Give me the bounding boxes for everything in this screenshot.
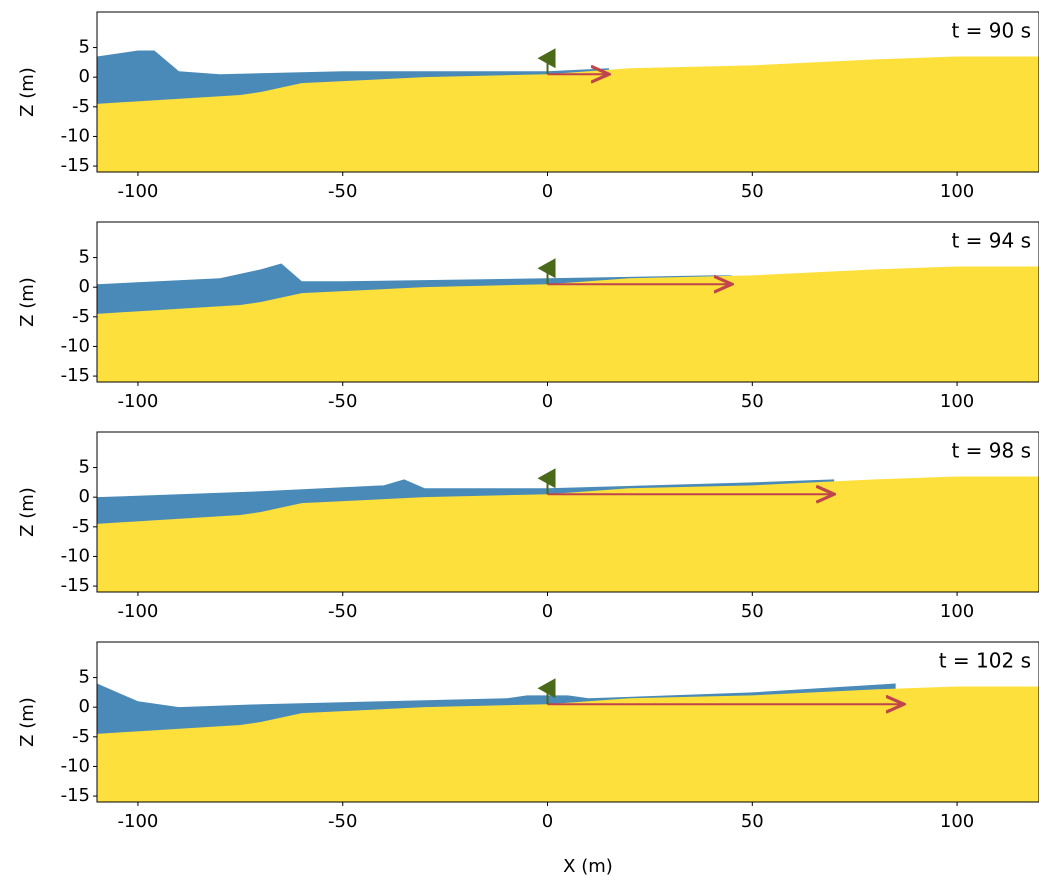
x-tick-label: 50 bbox=[741, 601, 764, 622]
y-axis-label: Z (m) bbox=[17, 67, 38, 117]
y-tick-label: -10 bbox=[61, 125, 90, 146]
y-tick-label: -10 bbox=[61, 335, 90, 356]
x-tick-label: -100 bbox=[118, 181, 159, 202]
y-tick-label: 5 bbox=[79, 247, 90, 268]
y-axis-label: Z (m) bbox=[17, 487, 38, 537]
y-tick-label: -15 bbox=[61, 155, 90, 176]
y-tick-label: -15 bbox=[61, 365, 90, 386]
y-tick-label: 0 bbox=[79, 486, 90, 507]
x-tick-label: -50 bbox=[328, 811, 357, 832]
panel-title: t = 90 s bbox=[951, 19, 1031, 43]
x-tick-label: 0 bbox=[542, 181, 553, 202]
x-tick-label: -100 bbox=[118, 811, 159, 832]
x-tick-label: 50 bbox=[741, 811, 764, 832]
figure: 50-5-10-15-100-50050100t = 90 sZ (m)50-5… bbox=[0, 0, 1039, 886]
x-tick-label: -100 bbox=[118, 601, 159, 622]
x-tick-label: 100 bbox=[940, 181, 974, 202]
x-tick-label: 50 bbox=[741, 181, 764, 202]
y-tick-label: 0 bbox=[79, 696, 90, 717]
x-tick-label: 100 bbox=[940, 601, 974, 622]
y-tick-label: -5 bbox=[72, 726, 90, 747]
y-tick-label: -5 bbox=[72, 96, 90, 117]
plot-area bbox=[97, 51, 1039, 174]
y-tick-label: -15 bbox=[61, 785, 90, 806]
x-tick-label: 0 bbox=[542, 391, 553, 412]
x-axis-label: X (m) bbox=[563, 856, 613, 877]
y-tick-label: -5 bbox=[72, 516, 90, 537]
y-tick-label: -10 bbox=[61, 545, 90, 566]
panel-title: t = 98 s bbox=[951, 439, 1031, 463]
y-tick-label: 0 bbox=[79, 66, 90, 87]
y-tick-label: 5 bbox=[79, 37, 90, 58]
y-tick-label: 5 bbox=[79, 457, 90, 478]
y-tick-label: -10 bbox=[61, 755, 90, 776]
plot-area bbox=[97, 683, 1039, 804]
y-tick-label: -5 bbox=[72, 306, 90, 327]
y-axis-label: Z (m) bbox=[17, 277, 38, 327]
x-tick-label: 100 bbox=[940, 391, 974, 412]
x-tick-label: -50 bbox=[328, 601, 357, 622]
x-tick-label: 50 bbox=[741, 391, 764, 412]
x-tick-label: 0 bbox=[542, 601, 553, 622]
y-tick-label: 0 bbox=[79, 276, 90, 297]
y-axis-label: Z (m) bbox=[17, 697, 38, 747]
plot-area bbox=[97, 263, 1039, 384]
panel-title: t = 102 s bbox=[939, 649, 1031, 673]
x-tick-label: -100 bbox=[118, 391, 159, 412]
x-tick-label: -50 bbox=[328, 181, 357, 202]
x-tick-label: 100 bbox=[940, 811, 974, 832]
panel-title: t = 94 s bbox=[951, 229, 1031, 253]
plot-area bbox=[97, 476, 1039, 594]
y-tick-label: -15 bbox=[61, 575, 90, 596]
x-tick-label: -50 bbox=[328, 391, 357, 412]
x-tick-label: 0 bbox=[542, 811, 553, 832]
y-tick-label: 5 bbox=[79, 667, 90, 688]
